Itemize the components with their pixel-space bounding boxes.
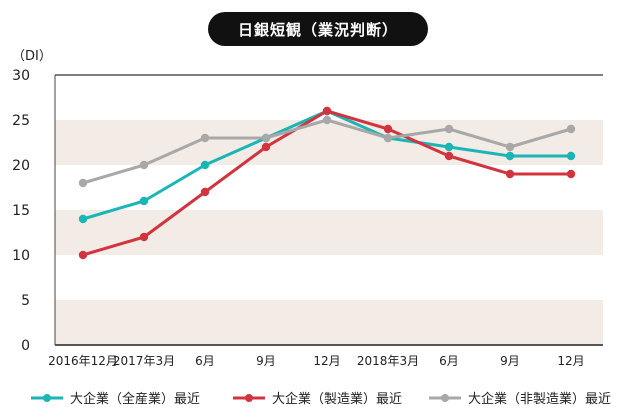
legend-item-manufacturing: 大企業（製造業）最近 (232, 388, 402, 407)
data-point-series-0 (200, 160, 210, 170)
x-tick-label: 2017年3月 (113, 354, 175, 368)
data-point-series-2 (139, 160, 149, 170)
data-point-series-1 (139, 232, 149, 242)
data-point-series-2 (566, 124, 576, 134)
data-point-series-2 (200, 133, 210, 143)
x-tick-label: 2018年3月 (357, 354, 419, 368)
data-point-series-0 (78, 214, 88, 224)
y-tick-label: 25 (12, 113, 30, 129)
legend-item-all-industries: 大企業（全産業）最近 (30, 388, 200, 407)
legend-item-non-manufacturing: 大企業（非製造業）最近 (428, 388, 611, 407)
x-tick-label: 6月 (439, 354, 459, 368)
data-point-series-2 (78, 178, 88, 188)
legend-label-non-manufacturing: 大企業（非製造業）最近 (468, 392, 612, 407)
x-tick-label: 9月 (500, 354, 520, 368)
data-point-series-1 (200, 187, 210, 197)
data-point-series-1 (78, 250, 88, 260)
data-point-series-0 (139, 196, 149, 206)
legend-label-all-industries: 大企業（全産業）最近 (70, 392, 201, 407)
x-tick-label: 9月 (256, 354, 276, 368)
data-point-series-1 (383, 124, 393, 134)
background-band (55, 210, 603, 255)
x-tick-label: 6月 (195, 354, 215, 368)
chart-title: 日銀短観（業況判断） (208, 12, 428, 46)
x-tick-label: 12月 (313, 354, 340, 368)
legend: 大企業（全産業）最近 大企業（製造業）最近 大企業（非製造業）最近 (0, 388, 640, 412)
data-point-series-1 (566, 169, 576, 179)
background-band (55, 300, 603, 345)
data-point-series-0 (444, 142, 454, 152)
data-point-series-2 (322, 115, 332, 125)
y-tick-label: 5 (21, 293, 30, 309)
data-point-series-0 (566, 151, 576, 161)
data-point-series-1 (505, 169, 515, 179)
y-tick-label: 30 (12, 68, 30, 84)
data-point-series-2 (261, 133, 271, 143)
data-point-series-2 (444, 124, 454, 134)
y-tick-label: 15 (12, 203, 30, 219)
x-tick-label: 12月 (557, 354, 584, 368)
legend-label-manufacturing: 大企業（製造業）最近 (272, 392, 403, 407)
x-tick-label: 2016年12月 (48, 354, 118, 368)
y-axis-unit-label: （DI） (12, 49, 52, 64)
y-tick-label: 0 (21, 338, 30, 354)
data-point-series-1 (322, 106, 332, 116)
data-point-series-2 (383, 133, 393, 143)
data-point-series-1 (261, 142, 271, 152)
data-point-series-1 (444, 151, 454, 161)
data-point-series-0 (505, 151, 515, 161)
data-point-series-2 (505, 142, 515, 152)
y-tick-label: 10 (12, 248, 30, 264)
y-tick-label: 20 (12, 158, 30, 174)
